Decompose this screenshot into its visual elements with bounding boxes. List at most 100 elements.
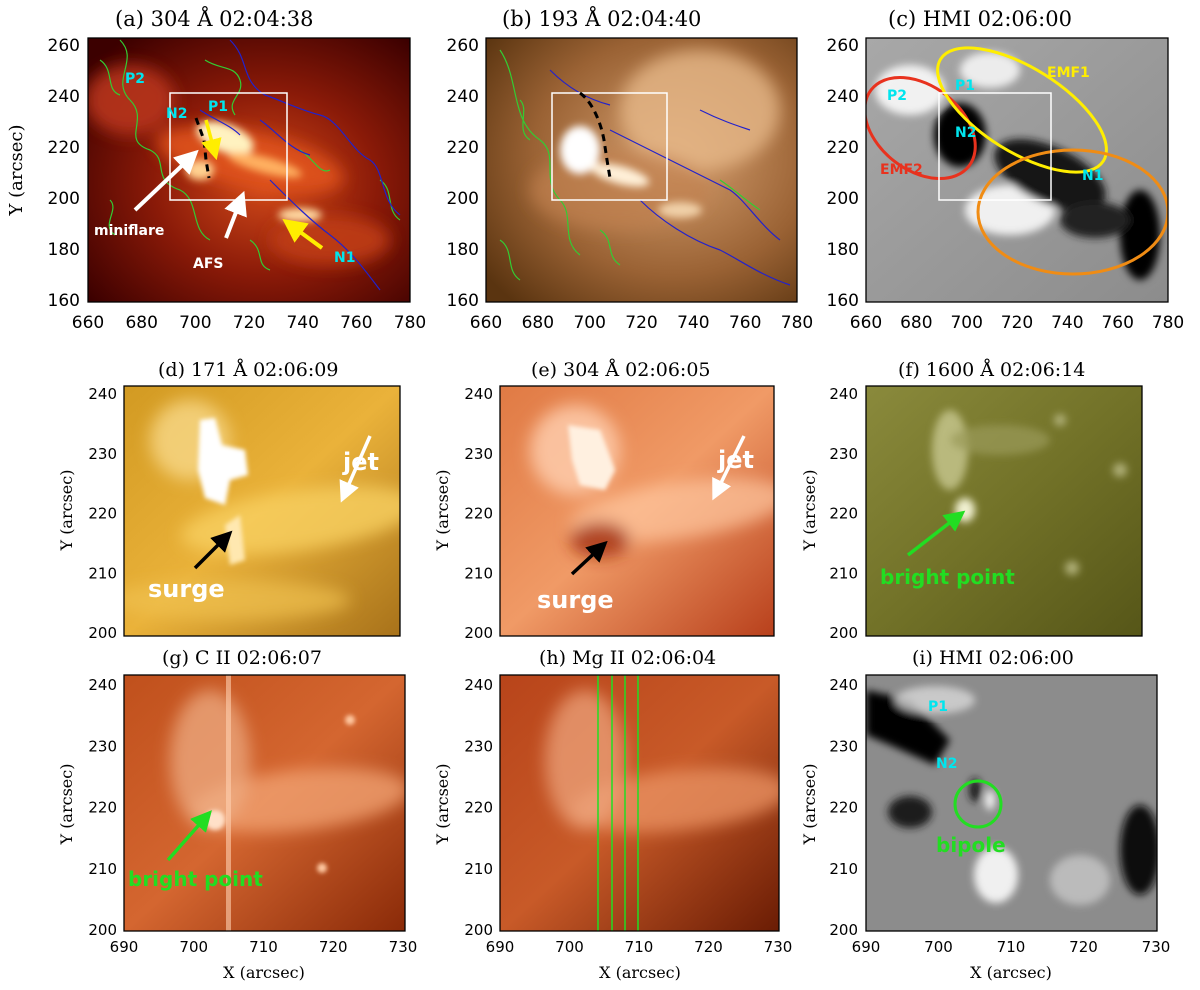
- x-tick-labels: 660 680 700 720 740 760 780: [850, 313, 1184, 333]
- y-axis-label: Y (arcsec): [433, 764, 452, 846]
- panel-i: (i) HMI 02:06:00 P1 N2 bipole 690 700 710 7…: [800, 647, 1170, 982]
- panel-title: (d) 171 Å 02:06:09: [158, 359, 338, 381]
- y-tick-label: 210: [88, 564, 117, 582]
- y-tick-label: 240: [464, 385, 493, 403]
- x-tick-label: 760: [729, 313, 761, 333]
- panel-e: (e) 304 Å 02:06:05 jet surge 200 210 220 23…: [433, 359, 775, 642]
- x-tick-label: 700: [924, 938, 953, 956]
- x-tick-label: 760: [1101, 313, 1133, 333]
- panel-image: [486, 38, 797, 302]
- y-tick-labels: 200 210 220 230 240: [829, 676, 858, 939]
- y-tick-label: 240: [48, 87, 80, 107]
- panel-image: [500, 675, 779, 931]
- x-tick-label: 740: [677, 313, 709, 333]
- y-tick-label: 240: [464, 676, 493, 694]
- x-tick-label: 690: [852, 938, 881, 956]
- panel-title: (g) C II 02:06:07: [162, 647, 322, 669]
- label-n2: N2: [166, 106, 187, 122]
- y-tick-labels: 160 180 200 220 240 260: [48, 36, 80, 311]
- y-tick-labels: 200 210 220 230 240: [829, 385, 858, 642]
- y-tick-label: 210: [88, 860, 117, 878]
- panel-title: (i) HMI 02:06:00: [912, 647, 1074, 669]
- label-bipole: bipole: [936, 833, 1006, 857]
- x-tick-labels: 660 680 700 720 740 760 780: [470, 313, 813, 333]
- y-tick-label: 260: [48, 36, 80, 56]
- y-tick-labels: 160 180 200 220 240 260: [447, 36, 479, 311]
- panel-f: (f) 1600 Å 02:06:14 bright point 2002102…: [800, 359, 1143, 642]
- label-jet: jet: [342, 448, 379, 476]
- y-tick-label: 210: [464, 860, 493, 878]
- x-tick-label: 710: [249, 938, 278, 956]
- x-tick-label: 660: [470, 313, 502, 333]
- y-tick-label: 240: [829, 676, 858, 694]
- panel-title: (e) 304 Å 02:06:05: [531, 359, 711, 381]
- label-p1: P1: [955, 78, 975, 94]
- y-axis-label: Y (arcsec): [433, 470, 452, 552]
- y-tick-label: 220: [464, 799, 493, 817]
- x-tick-label: 780: [1152, 313, 1184, 333]
- y-tick-label: 240: [447, 87, 479, 107]
- panel-h: (h) Mg II 02:06:04 690 700 710 720 730 200 21…: [433, 647, 793, 982]
- y-tick-label: 160: [447, 291, 479, 311]
- label-n2: N2: [936, 756, 957, 772]
- x-tick-label: 780: [781, 313, 813, 333]
- label-surge: surge: [537, 586, 614, 614]
- x-tick-labels: 690 700 710 720 730: [486, 938, 793, 956]
- x-tick-label: 720: [625, 313, 657, 333]
- panel-title: (h) Mg II 02:06:04: [539, 647, 716, 669]
- y-tick-label: 230: [88, 737, 117, 755]
- x-axis-label: X (arcsec): [970, 963, 1052, 982]
- x-tick-label: 740: [1051, 313, 1083, 333]
- x-tick-label: 720: [1001, 313, 1033, 333]
- x-tick-label: 700: [573, 313, 605, 333]
- y-tick-label: 220: [447, 138, 479, 158]
- panel-title: (c) HMI 02:06:00: [888, 7, 1072, 31]
- label-bright-point: bright point: [128, 867, 263, 891]
- x-tick-labels: 690 700 710 720 730: [110, 938, 418, 956]
- x-tick-label: 730: [389, 938, 418, 956]
- y-tick-label: 200: [447, 189, 479, 209]
- y-tick-label: 260: [827, 36, 859, 56]
- y-tick-label: 230: [88, 445, 117, 463]
- y-tick-label: 200: [48, 189, 80, 209]
- label-p2: P2: [125, 71, 145, 87]
- y-axis-label: Y (arcsec): [57, 764, 76, 846]
- y-axis-label: Y (arcsec): [800, 470, 819, 552]
- x-tick-label: 690: [486, 938, 515, 956]
- y-tick-label: 210: [829, 564, 858, 582]
- y-tick-label: 180: [48, 240, 80, 260]
- label-p1: P1: [208, 99, 228, 115]
- panel-image: jet surge: [124, 386, 400, 636]
- y-tick-label: 220: [88, 799, 117, 817]
- x-tick-label: 700: [179, 313, 211, 333]
- label-bright-point: bright point: [880, 565, 1015, 589]
- y-tick-label: 200: [829, 624, 858, 642]
- x-tick-label: 720: [1069, 938, 1098, 956]
- y-tick-label: 200: [88, 624, 117, 642]
- x-tick-label: 700: [950, 313, 982, 333]
- x-tick-label: 700: [555, 938, 584, 956]
- y-axis-label: Y (arcsec): [6, 124, 27, 216]
- x-tick-labels: 660 680 700 720 740 760 780: [72, 313, 426, 333]
- x-tick-label: 680: [125, 313, 157, 333]
- y-tick-label: 200: [827, 189, 859, 209]
- x-tick-label: 720: [319, 938, 348, 956]
- panel-image: P2 P1 N2 N1 EMF1 EMF2: [866, 38, 1168, 302]
- label-jet: jet: [717, 446, 754, 474]
- label-p2: P2: [887, 88, 907, 104]
- y-tick-labels: 200 210 220 230 240: [464, 385, 493, 642]
- label-p1: P1: [928, 699, 948, 715]
- y-tick-label: 180: [827, 240, 859, 260]
- panel-image: jet surge: [500, 386, 774, 636]
- y-tick-label: 240: [88, 385, 117, 403]
- x-axis-label: X (arcsec): [223, 963, 305, 982]
- y-tick-label: 220: [827, 138, 859, 158]
- panel-image: P2 N2 P1 N1 miniflare AFS: [88, 38, 410, 302]
- y-tick-label: 240: [827, 87, 859, 107]
- y-tick-label: 200: [829, 921, 858, 939]
- y-tick-label: 260: [447, 36, 479, 56]
- y-tick-label: 230: [464, 737, 493, 755]
- x-tick-label: 660: [850, 313, 882, 333]
- panel-g: (g) C II 02:06:07 bright point 690 700 710…: [57, 647, 417, 982]
- panel-image: P1 N2 bipole: [866, 675, 1157, 931]
